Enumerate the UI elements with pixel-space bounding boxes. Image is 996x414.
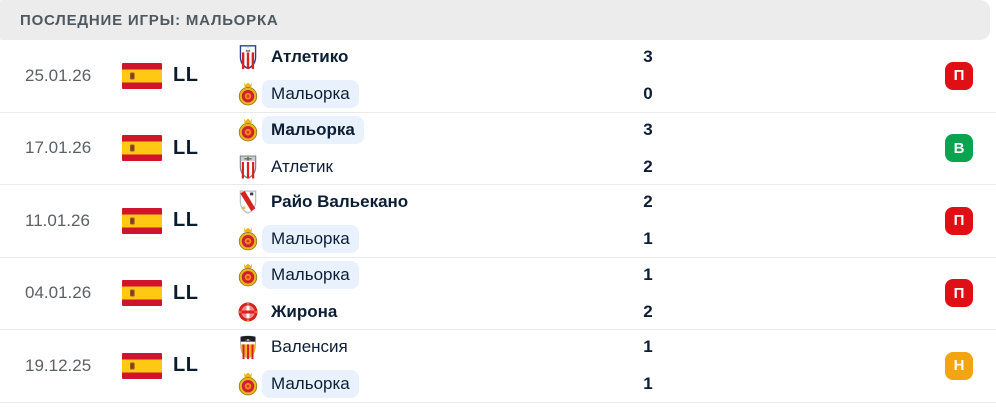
spain-flag-icon: [122, 63, 162, 89]
teams-cell: Атлетико Мальорка: [236, 39, 628, 112]
competition-cell: LL: [122, 353, 236, 379]
away-team-logo-mallorca-icon: [236, 226, 260, 252]
home-score: 3: [643, 119, 653, 139]
competition-cell: LL: [122, 280, 236, 306]
home-team-logo-rayo-icon: [236, 189, 260, 215]
away-score: 1: [643, 374, 653, 394]
competition-cell: LL: [122, 63, 236, 89]
home-team: Мальорка: [236, 112, 628, 148]
match-row[interactable]: 04.01.26 LL Мальорка Жирона 1 2: [0, 257, 996, 330]
home-team-logo-mallorca-icon: [236, 117, 260, 143]
home-team: Валенсия: [236, 329, 628, 365]
away-team-name: Мальорка: [262, 80, 359, 109]
league-label: LL: [173, 136, 199, 159]
away-score: 0: [643, 84, 653, 104]
away-team-name: Атлетик: [271, 156, 333, 176]
match-date: 17.01.26: [25, 138, 92, 158]
competition-cell: LL: [122, 208, 236, 234]
result-badge: П: [945, 279, 973, 308]
league-label: LL: [173, 209, 199, 232]
home-team-name: Мальорка: [262, 115, 364, 144]
home-team-logo-valencia-icon: [236, 334, 260, 360]
score-cell: 3 2: [628, 112, 668, 185]
teams-cell: Мальорка Атлетик: [236, 112, 628, 185]
away-team-name: Мальорка: [262, 225, 359, 254]
match-row[interactable]: 17.01.26 LL Мальорка Атлетик 3 2: [0, 112, 996, 185]
result-badge: П: [945, 206, 973, 235]
teams-cell: Валенсия Мальорка: [236, 329, 628, 402]
spain-flag-icon: [122, 280, 162, 306]
score-cell: 2 1: [628, 184, 668, 257]
home-score: 2: [643, 192, 653, 212]
match-row[interactable]: 11.01.26 LL Райо Вальекано Мальорка 2: [0, 185, 996, 258]
home-team-logo-mallorca-icon: [236, 262, 260, 288]
score-cell: 3 0: [628, 39, 668, 112]
result-badge: П: [945, 61, 973, 90]
section-header: ПОСЛЕДНИЕ ИГРЫ: МАЛЬОРКА: [0, 0, 990, 40]
result-badge: В: [945, 134, 973, 163]
away-team-logo-mallorca-icon: [236, 81, 260, 107]
away-team-logo-athletic-icon: [236, 154, 260, 180]
match-row[interactable]: 25.01.26 LL Атлетико Мальорка 3: [0, 40, 996, 113]
match-date: 11.01.26: [25, 210, 90, 230]
away-team-logo-girona-icon: [236, 299, 260, 325]
competition-cell: LL: [122, 135, 236, 161]
home-team-name: Валенсия: [271, 337, 348, 357]
match-date: 25.01.26: [25, 65, 92, 85]
away-score: 2: [643, 156, 653, 176]
away-team-name: Мальорка: [262, 370, 359, 399]
away-score: 2: [643, 301, 653, 321]
home-score: 1: [643, 264, 653, 284]
home-score: 3: [643, 47, 653, 67]
home-team: Райо Вальекано: [236, 184, 628, 220]
away-team-logo-mallorca-icon: [236, 371, 260, 397]
match-list: 25.01.26 LL Атлетико Мальорка 3: [0, 40, 996, 403]
score-cell: 1 2: [628, 257, 668, 330]
away-team-name: Жирона: [271, 301, 338, 321]
home-team: Мальорка: [236, 257, 628, 293]
home-team-name: Атлетико: [271, 47, 349, 67]
home-team-name: Райо Вальекано: [271, 192, 409, 212]
match-date: 04.01.26: [25, 283, 92, 303]
teams-cell: Райо Вальекано Мальорка: [236, 184, 628, 257]
home-team-name: Мальорка: [262, 260, 359, 289]
match-row[interactable]: 19.12.25 LL Валенсия Мальорка 1: [0, 330, 996, 403]
spain-flag-icon: [122, 208, 162, 234]
result-badge: Н: [945, 351, 973, 380]
spain-flag-icon: [122, 353, 162, 379]
spain-flag-icon: [122, 135, 162, 161]
away-team: Атлетик: [236, 149, 628, 185]
league-label: LL: [173, 354, 199, 377]
away-team: Мальорка: [236, 366, 628, 402]
away-score: 1: [643, 229, 653, 249]
home-team-logo-atletico-icon: [236, 44, 260, 70]
score-cell: 1 1: [628, 329, 668, 402]
home-team: Атлетико: [236, 39, 628, 75]
home-score: 1: [643, 337, 653, 357]
match-date: 19.12.25: [25, 355, 92, 375]
league-label: LL: [173, 281, 199, 304]
away-team: Мальорка: [236, 221, 628, 257]
league-label: LL: [173, 64, 199, 87]
away-team: Мальорка: [236, 76, 628, 112]
away-team: Жирона: [236, 294, 628, 330]
teams-cell: Мальорка Жирона: [236, 257, 628, 330]
section-title: ПОСЛЕДНИЕ ИГРЫ: МАЛЬОРКА: [20, 11, 279, 29]
